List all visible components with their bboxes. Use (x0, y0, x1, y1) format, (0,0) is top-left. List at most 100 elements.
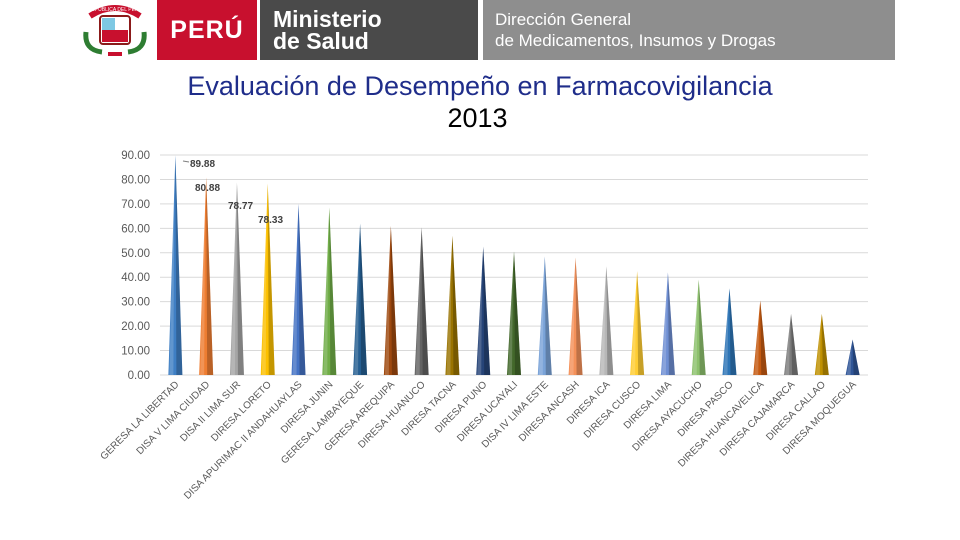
bar-shade (852, 339, 860, 375)
ministry-name: Ministerio de Salud (260, 0, 478, 60)
data-label: 78.33 (258, 215, 283, 226)
bar-shade (390, 225, 398, 375)
x-tick-label: DIRESA CUSCO (582, 379, 643, 440)
y-tick-label: 30.00 (121, 297, 150, 309)
data-label: 89.88 (190, 159, 215, 170)
bar-highlight (631, 277, 637, 375)
bar (260, 183, 275, 375)
bar (445, 235, 460, 375)
bar (599, 266, 614, 375)
bar-highlight (169, 161, 175, 375)
title-line1: Evaluación de Desempeño en Farmacovigila… (187, 71, 773, 101)
y-tick-label: 20.00 (121, 321, 150, 333)
bar-highlight (661, 278, 667, 375)
title-line2: 2013 (447, 103, 508, 133)
bar-highlight (323, 213, 329, 375)
data-label: 78.77 (228, 201, 253, 212)
bar-highlight (477, 252, 483, 375)
bar-shade (452, 235, 460, 375)
bar-shade (329, 207, 337, 375)
bar-shade (698, 279, 706, 375)
bar (845, 339, 860, 375)
bar (753, 300, 768, 375)
country-label: PERÚ (157, 0, 257, 60)
bar-highlight (600, 272, 606, 375)
bar (784, 313, 799, 375)
bar (322, 207, 337, 375)
bar-shade (637, 271, 645, 375)
bar-highlight (230, 188, 236, 375)
bar (630, 271, 645, 375)
bar (691, 279, 706, 375)
bar-highlight (415, 233, 421, 375)
bar (660, 272, 675, 375)
x-tick-label: DIRESA TACNA (400, 379, 459, 438)
bar-highlight (785, 319, 791, 375)
bar-highlight (200, 183, 206, 375)
y-tick-label: 80.00 (121, 174, 150, 186)
bar-highlight (261, 189, 267, 375)
bar-shade (421, 227, 429, 375)
directorate-line1: Dirección General (495, 10, 632, 29)
data-label-leader (182, 160, 190, 163)
bar-shade (298, 203, 306, 375)
bar-highlight (569, 263, 575, 375)
bar-shade (267, 183, 275, 375)
bar (568, 257, 583, 375)
bar-highlight (292, 209, 298, 375)
ministry-line1: Ministerio (273, 6, 382, 32)
ministry-line2: de Salud (273, 28, 369, 54)
y-tick-label: 70.00 (121, 199, 150, 211)
y-tick-label: 10.00 (121, 346, 150, 358)
bar (383, 225, 398, 375)
bar-highlight (692, 285, 698, 375)
bar-shade (544, 256, 552, 375)
bar (229, 182, 244, 375)
bar-shade (575, 257, 583, 375)
header: REPUBLICA DEL PERU PERÚ Ministerio de Sa… (75, 0, 895, 62)
bar (168, 155, 183, 375)
bar-highlight (538, 262, 544, 375)
bar-highlight (508, 257, 513, 375)
bar-shade (360, 223, 368, 375)
bar-highlight (354, 229, 360, 375)
bar (814, 313, 829, 375)
y-tick-label: 50.00 (121, 248, 150, 260)
bar (291, 203, 306, 375)
bar-shade (236, 182, 244, 375)
directorate-name: Dirección General de Medicamentos, Insum… (483, 0, 895, 60)
bar-shade (175, 155, 183, 375)
bar-shade (206, 177, 214, 375)
bar-shade (729, 288, 737, 375)
y-tick-label: 40.00 (121, 272, 150, 284)
bar (507, 251, 521, 375)
y-tick-label: 0.00 (128, 370, 150, 382)
bar-highlight (815, 319, 821, 375)
crest-text: REPUBLICA DEL PERU (88, 7, 143, 13)
bar (414, 227, 429, 375)
bar-highlight (846, 345, 852, 375)
bar (353, 223, 368, 375)
bar-shade (791, 313, 799, 375)
x-tick-label: DIRESA PASCO (676, 379, 736, 439)
bar (722, 288, 737, 375)
directorate-line2: de Medicamentos, Insumos y Drogas (495, 31, 776, 50)
bar-shade (821, 313, 829, 375)
coat-of-arms-icon: REPUBLICA DEL PERU (83, 5, 147, 56)
bar-shade (760, 300, 768, 375)
data-label: 80.88 (195, 183, 220, 194)
bar-highlight (754, 306, 760, 375)
bar-shade (667, 272, 675, 375)
bar-highlight (384, 231, 390, 375)
bar (537, 256, 552, 375)
bar-shade (514, 251, 521, 375)
y-tick-label: 60.00 (121, 223, 150, 235)
bar (476, 246, 491, 375)
bar (199, 177, 214, 375)
bar-shade (483, 246, 491, 375)
page-title: Evaluación de Desempeño en Farmacovigila… (0, 70, 960, 134)
y-tick-label: 90.00 (121, 150, 150, 162)
bar-highlight (723, 294, 729, 375)
bar-highlight (446, 241, 452, 375)
